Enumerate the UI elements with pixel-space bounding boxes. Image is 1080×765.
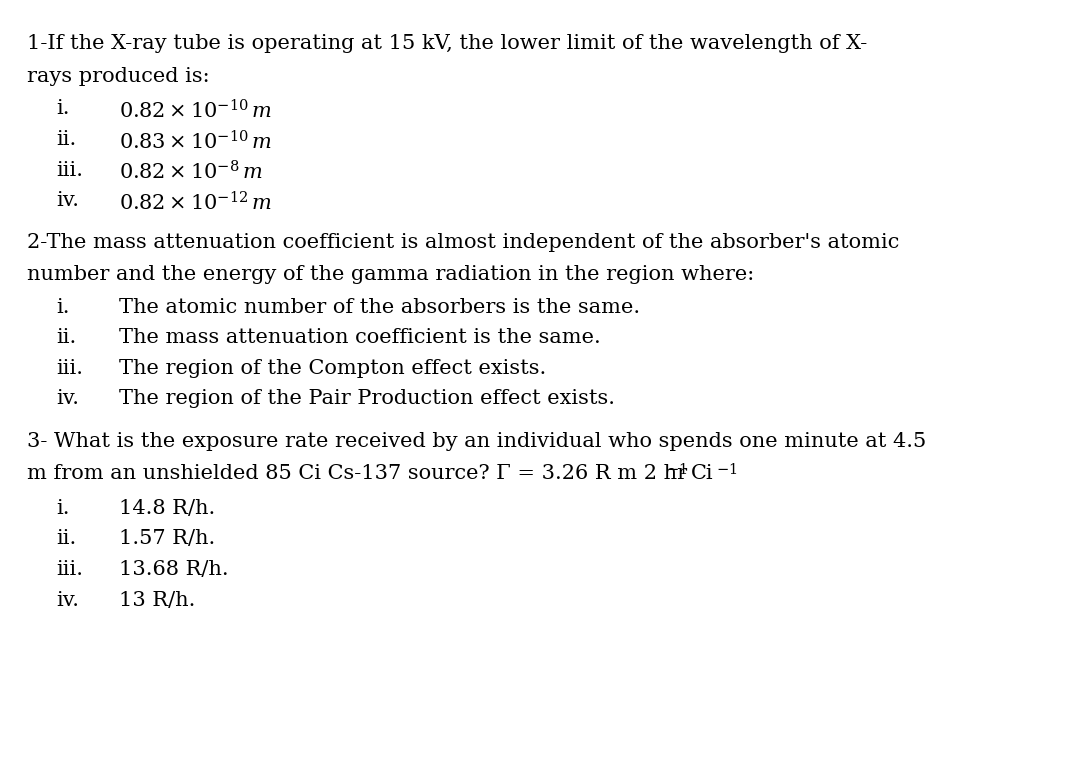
Text: The region of the Pair Production effect exists.: The region of the Pair Production effect… — [119, 389, 615, 409]
Text: iv.: iv. — [56, 191, 79, 210]
Text: 13 R/h.: 13 R/h. — [119, 591, 195, 610]
Text: i.: i. — [56, 99, 69, 119]
Text: $0.82 \times 10^{-8}\,m$: $0.82 \times 10^{-8}\,m$ — [119, 161, 262, 184]
Text: 1-If the X-ray tube is operating at 15 kV, the lower limit of the wavelength of : 1-If the X-ray tube is operating at 15 k… — [27, 34, 867, 54]
Text: $^{-1}$: $^{-1}$ — [666, 464, 688, 483]
Text: Ci: Ci — [691, 464, 714, 483]
Text: iii.: iii. — [56, 560, 83, 579]
Text: 3- What is the exposure rate received by an individual who spends one minute at : 3- What is the exposure rate received by… — [27, 432, 927, 451]
Text: iii.: iii. — [56, 359, 83, 378]
Text: ii.: ii. — [56, 529, 77, 549]
Text: $0.82 \times 10^{-10}\,m$: $0.82 \times 10^{-10}\,m$ — [119, 99, 272, 122]
Text: $0.83 \times 10^{-10}\,m$: $0.83 \times 10^{-10}\,m$ — [119, 130, 272, 153]
Text: 1.57 R/h.: 1.57 R/h. — [119, 529, 215, 549]
Text: $^{-1}$: $^{-1}$ — [716, 464, 738, 483]
Text: The mass attenuation coefficient is the same.: The mass attenuation coefficient is the … — [119, 328, 600, 347]
Text: iv.: iv. — [56, 389, 79, 409]
Text: ii.: ii. — [56, 130, 77, 149]
Text: iv.: iv. — [56, 591, 79, 610]
Text: $0.82 \times 10^{-12}\,m$: $0.82 \times 10^{-12}\,m$ — [119, 191, 272, 214]
Text: i.: i. — [56, 298, 69, 317]
Text: iii.: iii. — [56, 161, 83, 180]
Text: The atomic number of the absorbers is the same.: The atomic number of the absorbers is th… — [119, 298, 640, 317]
Text: 14.8 R/h.: 14.8 R/h. — [119, 499, 215, 518]
Text: ii.: ii. — [56, 328, 77, 347]
Text: The region of the Compton effect exists.: The region of the Compton effect exists. — [119, 359, 546, 378]
Text: 2-The mass attenuation coefficient is almost independent of the absorber's atomi: 2-The mass attenuation coefficient is al… — [27, 233, 900, 252]
Text: number and the energy of the gamma radiation in the region where:: number and the energy of the gamma radia… — [27, 265, 754, 285]
Text: 13.68 R/h.: 13.68 R/h. — [119, 560, 229, 579]
Text: i.: i. — [56, 499, 69, 518]
Text: m from an unshielded 85 Ci Cs-137 source? Γ = 3.26 R m 2 hr: m from an unshielded 85 Ci Cs-137 source… — [27, 464, 687, 483]
Text: rays produced is:: rays produced is: — [27, 67, 210, 86]
